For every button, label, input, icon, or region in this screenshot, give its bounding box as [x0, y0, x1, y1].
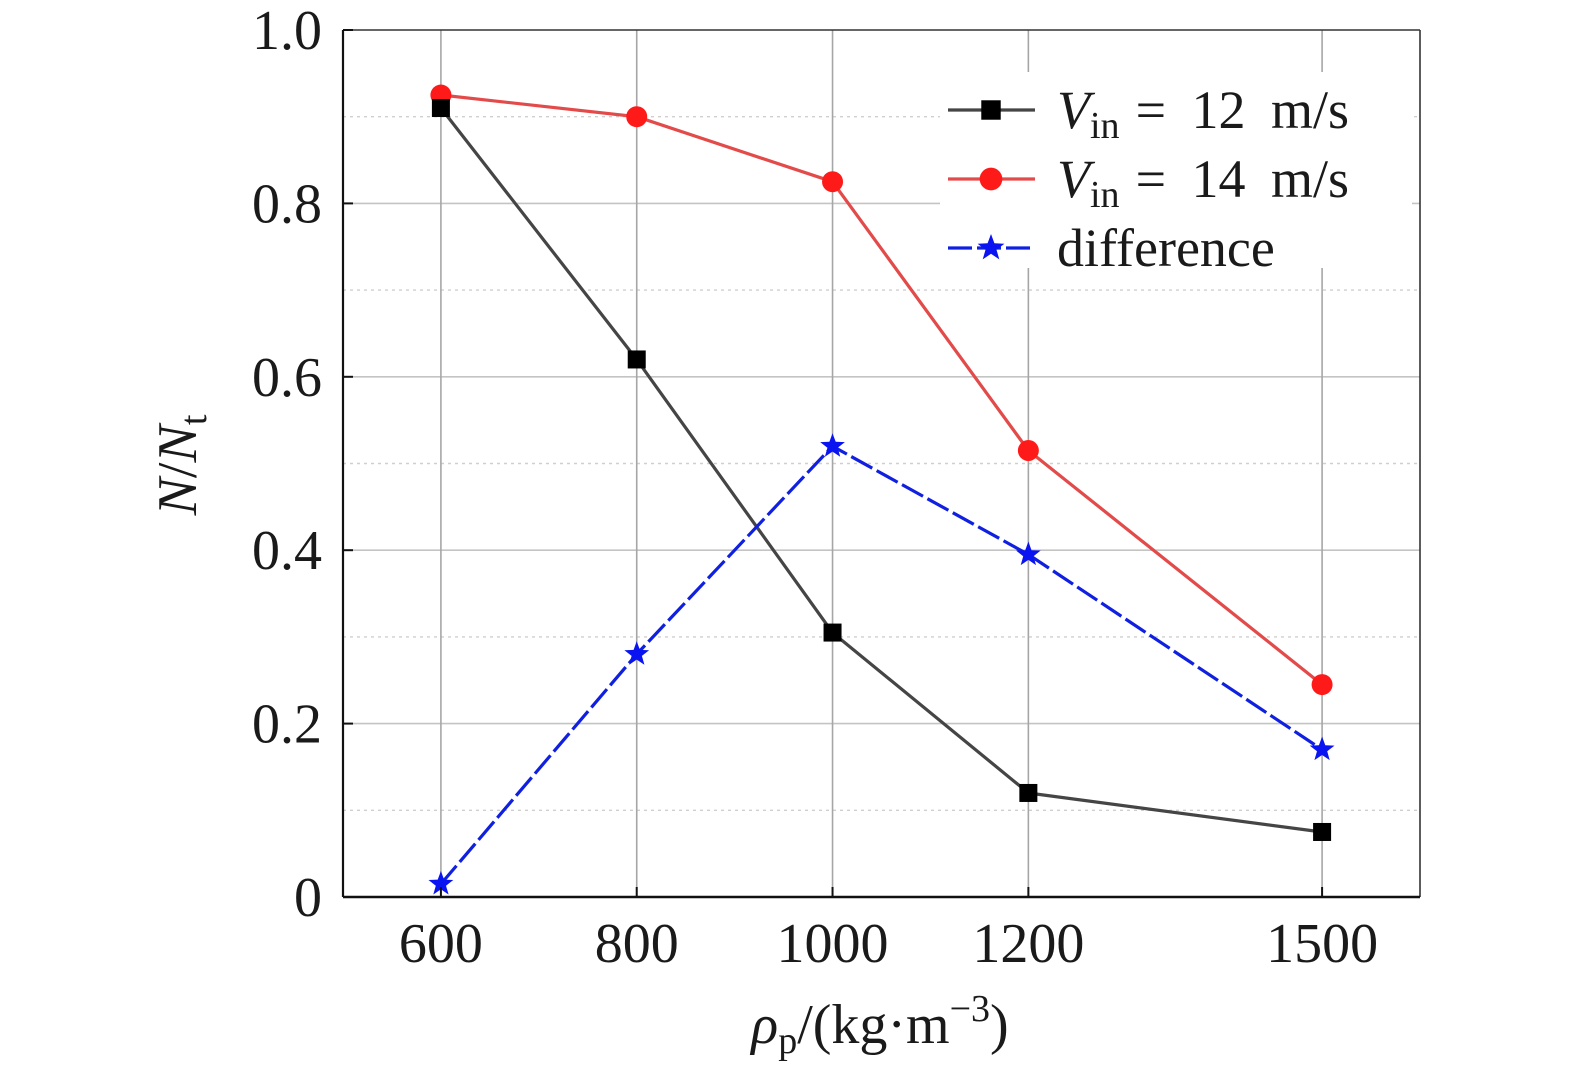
series-1-marker-800 — [627, 350, 646, 369]
legend-entry-1: Vin = 12 m/s — [948, 80, 1349, 147]
legend-marker-1 — [981, 100, 1001, 120]
legend-box — [940, 72, 1412, 268]
y-tick-label-0-6: 0.6 — [252, 347, 322, 409]
series-2-marker-800 — [626, 106, 648, 128]
y-axis-label-numerator: N — [147, 475, 209, 516]
x-axis-label-exponent: −3 — [950, 988, 990, 1030]
x-axis-label-unit: /(kg·m — [797, 994, 949, 1056]
series-2-marker-1000 — [822, 171, 844, 193]
series-3-marker-1500 — [1309, 736, 1335, 761]
x-tick-label-1200: 1200 — [972, 913, 1084, 975]
series-2-marker-1500 — [1311, 674, 1333, 696]
x-axis-label-symbol: ρ — [749, 994, 778, 1056]
axes-frame — [341, 29, 1421, 899]
series-3-marker-1200 — [1016, 541, 1041, 566]
series-1-marker-600 — [431, 99, 450, 118]
legend-label-1-main: V — [1057, 80, 1096, 140]
series-3-marker-600 — [428, 871, 454, 895]
x-tick-label-800: 800 — [595, 913, 679, 975]
legend-label-3: difference — [1057, 218, 1275, 278]
legend-marker-2 — [979, 167, 1003, 191]
series-1-marker-1200 — [1019, 783, 1038, 802]
x-tick-label-1000: 1000 — [777, 913, 889, 975]
y-tick-label-1-0: 1.0 — [252, 0, 322, 62]
legend-label-2-main: V — [1057, 149, 1096, 209]
series-2-marker-1200 — [1017, 439, 1039, 461]
y-tick-label-0-4: 0.4 — [252, 520, 322, 582]
x-axis-label: ρp/(kg·m−3) — [749, 988, 1008, 1062]
x-axis-label-subscript: p — [778, 1020, 797, 1062]
legend-label-2-value: = 14 m/s — [1136, 149, 1349, 209]
series-layer — [428, 84, 1335, 895]
y-axis-label: N/Nt — [147, 414, 215, 516]
series-3-marker-800 — [624, 641, 650, 665]
legend-entry-3: difference — [948, 218, 1275, 278]
legend-marker-3 — [977, 234, 1005, 260]
x-axis-label-close-paren: ) — [990, 994, 1009, 1056]
y-tick-label-0: 0 — [294, 867, 322, 929]
legend-entry-2: Vin = 14 m/s — [948, 149, 1349, 216]
x-tick-label-600: 600 — [399, 913, 483, 975]
y-axis-label-denominator: N — [147, 423, 209, 464]
tick-labels: 0 0.2 0.4 0.6 0.8 1.0 600 800 1000 1200 1500 — [252, 0, 1378, 975]
y-axis-label-subscript: t — [173, 414, 215, 425]
legend: Vin = 12 m/s Vin = 14 m/s difference — [940, 72, 1412, 278]
legend-label-2-subscript: in — [1090, 174, 1120, 216]
legend-label-3-main: difference — [1057, 218, 1275, 278]
y-tick-label-0-8: 0.8 — [252, 173, 322, 235]
series-3-marker-1000 — [820, 433, 845, 457]
x-tick-label-1500: 1500 — [1266, 913, 1378, 975]
y-axis-label-slash: / — [147, 462, 209, 478]
y-tick-label-0-2: 0.2 — [252, 694, 322, 756]
series-1-marker-1000 — [823, 623, 842, 642]
legend-label-1: Vin = 12 m/s — [1057, 80, 1349, 147]
legend-label-2: Vin = 14 m/s — [1057, 149, 1349, 216]
legend-label-1-subscript: in — [1090, 105, 1120, 147]
legend-label-1-value: = 12 m/s — [1136, 80, 1349, 140]
series-1-marker-1500 — [1313, 822, 1332, 841]
